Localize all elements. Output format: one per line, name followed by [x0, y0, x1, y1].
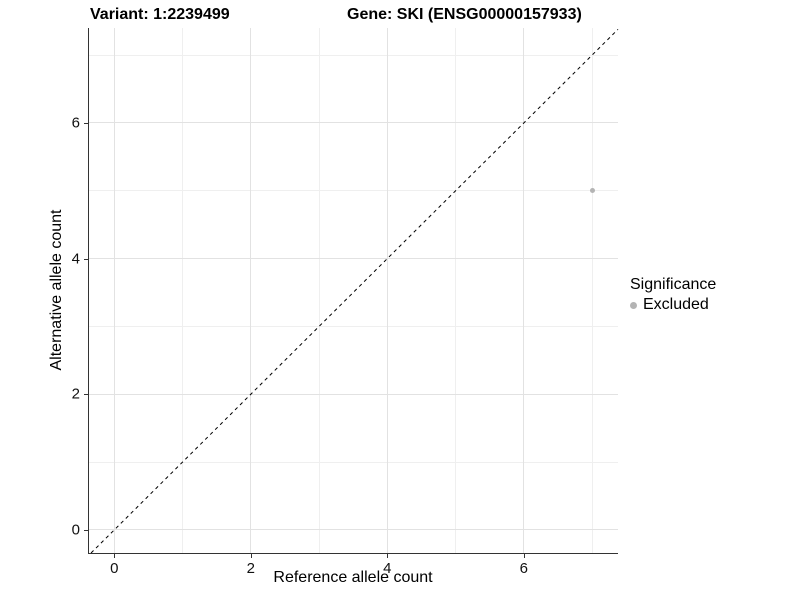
- legend-entry: Excluded: [630, 296, 716, 314]
- gridline-minor-vertical: [591, 28, 593, 553]
- plot-title-gene: Gene: SKI (ENSG00000157933): [347, 6, 582, 23]
- gridline-minor-vertical: [182, 28, 183, 553]
- gridline-major-vertical: [386, 28, 388, 553]
- gridline-minor-horizontal: [89, 190, 618, 192]
- x-axis-tick: [523, 554, 525, 558]
- gridline-minor-horizontal: [89, 54, 618, 56]
- gridline-minor-horizontal: [89, 461, 618, 463]
- identity-line-layer: [90, 29, 619, 554]
- x-tick-label: 2: [246, 560, 255, 577]
- x-tick-label: 0: [110, 560, 119, 577]
- legend-circle-marker-icon: [630, 301, 637, 309]
- identity-line: [90, 29, 619, 554]
- plot-panel: [88, 28, 619, 554]
- x-axis-tick: [387, 554, 389, 558]
- y-axis-tick: [84, 122, 88, 124]
- y-axis-tick: [84, 258, 88, 260]
- legend-title: Significance: [630, 276, 717, 293]
- plot-title-variant: Variant: 1:2239499: [90, 6, 230, 23]
- y-axis-title: Alternative allele count: [48, 209, 65, 371]
- gridline-major-vertical: [250, 28, 252, 553]
- x-tick-label: 4: [383, 560, 392, 577]
- gridline-minor-horizontal: [89, 325, 618, 327]
- y-tick-label: 2: [71, 385, 80, 403]
- y-tick-label: 4: [71, 250, 80, 268]
- gridline-major-horizontal: [89, 393, 618, 395]
- x-axis-title: Reference allele count: [273, 569, 433, 586]
- data-point: [589, 188, 595, 194]
- x-axis-tick: [250, 554, 252, 558]
- gridline-major-vertical: [113, 28, 115, 553]
- x-tick-label: 6: [519, 560, 528, 577]
- y-tick-label: 0: [71, 521, 80, 539]
- gridline-minor-vertical: [318, 28, 320, 553]
- gridline-minor-vertical: [455, 28, 457, 553]
- gridline-major-horizontal: [89, 258, 618, 260]
- gridline-major-horizontal: [89, 529, 618, 531]
- gridline-major-horizontal: [89, 122, 618, 124]
- y-axis-tick: [84, 529, 88, 531]
- y-axis-tick: [84, 394, 88, 396]
- gridline-major-vertical: [523, 28, 525, 553]
- x-axis-tick: [114, 554, 116, 558]
- legend: Significance Excluded: [630, 276, 716, 314]
- y-tick-label: 6: [71, 114, 80, 132]
- legend-entry-label: Excluded: [643, 296, 709, 313]
